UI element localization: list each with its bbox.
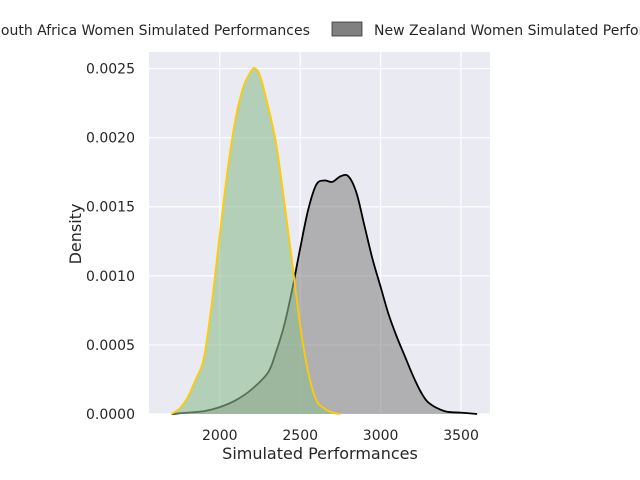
y-axis-label: Density	[66, 204, 85, 265]
y-tick-label-4: 0.0020	[86, 131, 135, 147]
y-tick-label-1: 0.0005	[86, 338, 135, 354]
legend-label-south-africa: South Africa Women Simulated Performance…	[0, 23, 310, 39]
series-fill-1	[171, 174, 478, 414]
legend-swatch-new-zealand	[331, 21, 363, 37]
y-axis-ticks: 0.0000 0.0005 0.0010 0.0015 0.0020 0.0025	[86, 62, 135, 423]
series-line-0	[171, 66, 341, 415]
density-areas	[171, 66, 478, 415]
legend-label-new-zealand: New Zealand Women Simulated Performances	[374, 23, 640, 39]
x-tick-label-1: 2500	[282, 428, 318, 444]
y-tick-label-2: 0.0010	[86, 269, 135, 285]
x-axis-ticks: 2000 2500 3000 3500	[202, 428, 479, 444]
series-fill-0	[171, 67, 341, 415]
x-tick-label-2: 3000	[363, 428, 399, 444]
x-tick-label-0: 2000	[202, 428, 238, 444]
y-tick-label-3: 0.0015	[86, 200, 135, 216]
x-tick-label-3: 3500	[443, 428, 479, 444]
y-tick-label-5: 0.0025	[86, 62, 135, 78]
y-tick-label-0: 0.0000	[86, 407, 135, 423]
legend: South Africa Women Simulated Performance…	[0, 21, 640, 39]
x-axis-label: Simulated Performances	[222, 444, 418, 463]
